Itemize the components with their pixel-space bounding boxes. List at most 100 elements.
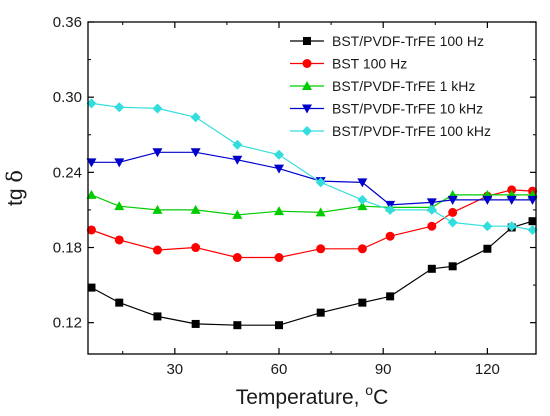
axes-ticks: 30 60 90 120 0.12 0.18 0.24 0.30 0.36 [53, 14, 536, 378]
series-2-point-13 [507, 185, 517, 195]
series-5-point-7 [315, 177, 326, 188]
series-1-point-7 [316, 308, 325, 317]
series-2-point-9 [385, 231, 395, 241]
x-tick-label-3: 90 [375, 361, 392, 378]
series-1-point-1 [87, 283, 96, 292]
legend-marker-2 [302, 59, 312, 68]
x-tick-label-1: 30 [166, 361, 183, 378]
series-1-line [91, 220, 533, 326]
series-4-point-1 [86, 158, 97, 168]
series-5-point-14 [527, 224, 538, 235]
y-tick-label-3: 0.24 [53, 164, 82, 181]
series-5-point-6 [274, 149, 285, 160]
series-1-point-12 [483, 244, 492, 253]
y-tick-label-2: 0.18 [53, 240, 82, 257]
series-5-point-2 [114, 102, 125, 113]
series-2-point-3 [152, 245, 162, 255]
series-4-point-8 [357, 178, 368, 188]
series-2-point-11 [448, 207, 458, 217]
series-2-point-6 [274, 253, 284, 263]
series-5-point-9 [385, 204, 396, 215]
series-5-point-10 [426, 204, 437, 215]
series-2-point-2 [114, 235, 124, 245]
series-4-point-11 [447, 195, 458, 205]
series-4-point-13 [506, 195, 517, 205]
series-2-point-5 [232, 253, 242, 263]
series-5-point-11 [447, 217, 458, 228]
series-5-point-3 [152, 103, 163, 114]
legend-label-2: BST 100 Hz [332, 56, 407, 72]
series-3-point-1 [86, 189, 97, 199]
series-4-line [91, 151, 533, 206]
series-2 [86, 185, 538, 263]
y-tick-label-1: 0.12 [53, 315, 82, 332]
legend-item-3: BST/PVDF-TrFE 1 kHz [290, 78, 475, 94]
legend-label-4: BST/PVDF-TrFE 10 kHz [332, 101, 483, 117]
series-3-point-5 [232, 209, 243, 219]
series-5-line [91, 102, 533, 231]
series-5-point-1 [86, 98, 97, 109]
series-4-point-5 [232, 155, 243, 165]
series-4-point-4 [190, 148, 201, 158]
series-3-point-7 [315, 207, 326, 217]
series-1-point-3 [153, 312, 162, 321]
series-4-point-2 [114, 158, 125, 168]
x-axis-title-main: Temperature, [236, 386, 366, 409]
legend-label-3: BST/PVDF-TrFE 1 kHz [332, 78, 475, 94]
series-3-point-3 [152, 204, 163, 214]
series-1-point-14 [528, 217, 537, 226]
legend-marker-4 [302, 104, 312, 114]
series-2-line [91, 189, 533, 259]
series-5-point-12 [482, 221, 493, 232]
series-3-line [91, 194, 533, 216]
series-5-point-8 [357, 194, 368, 205]
series-2-point-4 [191, 243, 201, 253]
series-3-point-4 [190, 204, 201, 214]
y-tick-label-5: 0.36 [53, 14, 82, 31]
x-axis-title-degree: o [365, 382, 373, 398]
legend-item-4: BST/PVDF-TrFE 10 kHz [290, 101, 483, 117]
legend-marker-5 [302, 126, 312, 136]
series-1-point-11 [448, 262, 457, 271]
series-3-point-2 [114, 201, 125, 211]
x-tick-label-2: 60 [271, 361, 288, 378]
series-1-point-2 [115, 298, 124, 307]
x-axis-title-unit: C [373, 386, 388, 409]
series-4-point-6 [274, 164, 285, 174]
y-tick-label-4: 0.30 [53, 89, 82, 106]
plot-layer [86, 98, 538, 330]
series-1-point-6 [275, 321, 284, 330]
legend-item-1: BST/PVDF-TrFE 100 Hz [290, 33, 484, 49]
series-5 [86, 98, 538, 235]
series-4-point-10 [426, 198, 437, 208]
series-2-point-1 [86, 225, 96, 235]
series-1 [87, 217, 537, 330]
y-axis-title-symbol: δ [3, 170, 27, 183]
y-axis-title: tg δ [3, 170, 27, 206]
legend-label-1: BST/PVDF-TrFE 100 Hz [332, 33, 484, 49]
series-2-point-10 [427, 221, 437, 231]
legend-item-2: BST 100 Hz [290, 56, 407, 72]
y-axis-title-main: tg [4, 183, 27, 206]
series-4-point-14 [527, 195, 538, 205]
series-3-point-6 [274, 206, 285, 216]
legend: BST/PVDF-TrFE 100 Hz BST 100 Hz BST/PVDF-T… [290, 33, 491, 139]
plot-frame [87, 21, 537, 355]
series-5-point-5 [232, 139, 243, 150]
series-4 [86, 148, 538, 210]
series-3-point-8 [357, 201, 368, 211]
x-axis-title: Temperature, oC [236, 382, 389, 409]
legend-item-5: BST/PVDF-TrFE 100 kHz [290, 123, 491, 139]
series-4-point-12 [482, 195, 493, 205]
series-1-point-5 [233, 321, 242, 330]
series-5-point-4 [190, 112, 201, 123]
series-1-point-9 [386, 292, 395, 301]
series-1-point-8 [358, 298, 367, 307]
series-1-point-10 [427, 264, 436, 273]
legend-marker-3 [302, 81, 312, 90]
x-tick-label-4: 120 [475, 361, 500, 378]
legend-marker-1 [303, 37, 311, 45]
series-4-point-3 [152, 148, 163, 158]
